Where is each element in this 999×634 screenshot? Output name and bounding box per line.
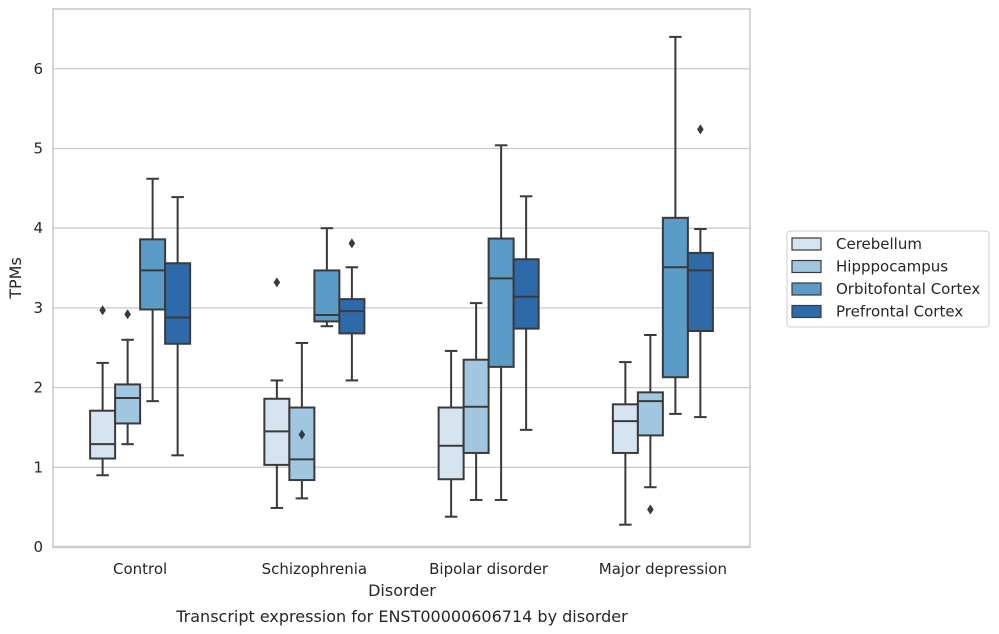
x-tick-label: Schizophrenia	[262, 560, 367, 578]
box-orbitofontal-cortex-bipolar-disorder	[487, 144, 515, 501]
chart-caption: Transcript expression for ENST0000060671…	[175, 607, 628, 626]
box-iqr	[89, 409, 117, 460]
box-prefrontal-cortex-control	[164, 196, 192, 457]
legend-item-prefrontal-cortex: Prefrontal Cortex	[791, 303, 963, 321]
legend-swatch	[791, 259, 822, 274]
box-prefrontal-cortex-schizophrenia	[338, 238, 366, 382]
y-tick-label: 1	[33, 458, 43, 476]
x-tick-labels: Control Schizophrenia Bipolar disorder Majo…	[113, 560, 727, 578]
legend-label: Hipppocampus	[836, 258, 948, 276]
legend-item-hipppocampus: Hipppocampus	[791, 258, 948, 276]
box-prefrontal-cortex-major-depression	[686, 124, 714, 419]
legend: Cerebellum Hipppocampus Orbitofontal Corte…	[786, 230, 990, 328]
legend-item-orbitofontal-cortex: Orbitofontal Cortex	[791, 280, 980, 298]
box-iqr	[661, 216, 689, 379]
y-tick-label: 2	[33, 379, 43, 397]
y-tick-label: 5	[33, 139, 43, 157]
box-iqr	[437, 406, 465, 481]
box-cerebellum-control	[89, 305, 117, 477]
outlier-point	[99, 305, 106, 316]
legend-swatch	[791, 282, 822, 296]
box-iqr	[313, 269, 341, 323]
box-hipppocampus-schizophrenia	[288, 341, 316, 500]
legend-label: Prefrontal Cortex	[836, 303, 963, 321]
box-iqr	[164, 262, 192, 345]
box-orbitofontal-cortex-major-depression	[661, 35, 689, 415]
box-cerebellum-major-depression	[611, 361, 639, 526]
legend-label: Cerebellum	[836, 235, 922, 253]
outlier-point	[273, 277, 281, 288]
x-tick-label: Major depression	[599, 560, 727, 578]
legend-frame	[786, 230, 990, 328]
legend-swatch	[791, 304, 822, 319]
box-cerebellum-schizophrenia	[263, 277, 291, 509]
box-iqr	[686, 251, 714, 333]
box-iqr	[288, 406, 316, 482]
y-tick-label: 4	[33, 219, 43, 237]
boxes	[89, 35, 714, 526]
y-tick-label: 6	[33, 60, 43, 78]
outlier-point	[298, 429, 306, 440]
outlier-point	[697, 124, 704, 135]
outlier-point	[348, 238, 356, 249]
legend-item-cerebellum: Cerebellum	[791, 235, 922, 253]
y-tick-label: 3	[33, 299, 43, 317]
box-orbitofontal-cortex-control	[139, 177, 167, 403]
box-hipppocampus-major-depression	[636, 333, 664, 515]
y-tick-labels: 0 1 2 3 4 5 6	[33, 60, 43, 556]
x-axis-label: Disorder	[368, 581, 436, 600]
box-prefrontal-cortex-bipolar-disorder	[512, 195, 540, 431]
outlier-point	[124, 309, 131, 320]
box-iqr	[611, 403, 639, 454]
box-hipppocampus-bipolar-disorder	[462, 302, 490, 501]
outlier-point	[647, 504, 654, 515]
legend-swatch	[791, 237, 822, 251]
x-tick-label: Control	[113, 560, 167, 578]
box-iqr	[114, 383, 142, 425]
box-iqr	[636, 391, 664, 437]
y-axis-label: TPMs	[6, 257, 25, 300]
box-hipppocampus-control	[114, 309, 142, 446]
y-tick-label: 0	[33, 538, 43, 556]
box-iqr	[487, 237, 515, 368]
x-tick-label: Bipolar disorder	[429, 560, 549, 578]
box-iqr	[139, 238, 167, 311]
box-iqr	[338, 298, 366, 335]
box-orbitofontal-cortex-schizophrenia	[313, 227, 341, 328]
box-iqr	[512, 258, 540, 330]
legend-label: Orbitofontal Cortex	[836, 280, 980, 298]
